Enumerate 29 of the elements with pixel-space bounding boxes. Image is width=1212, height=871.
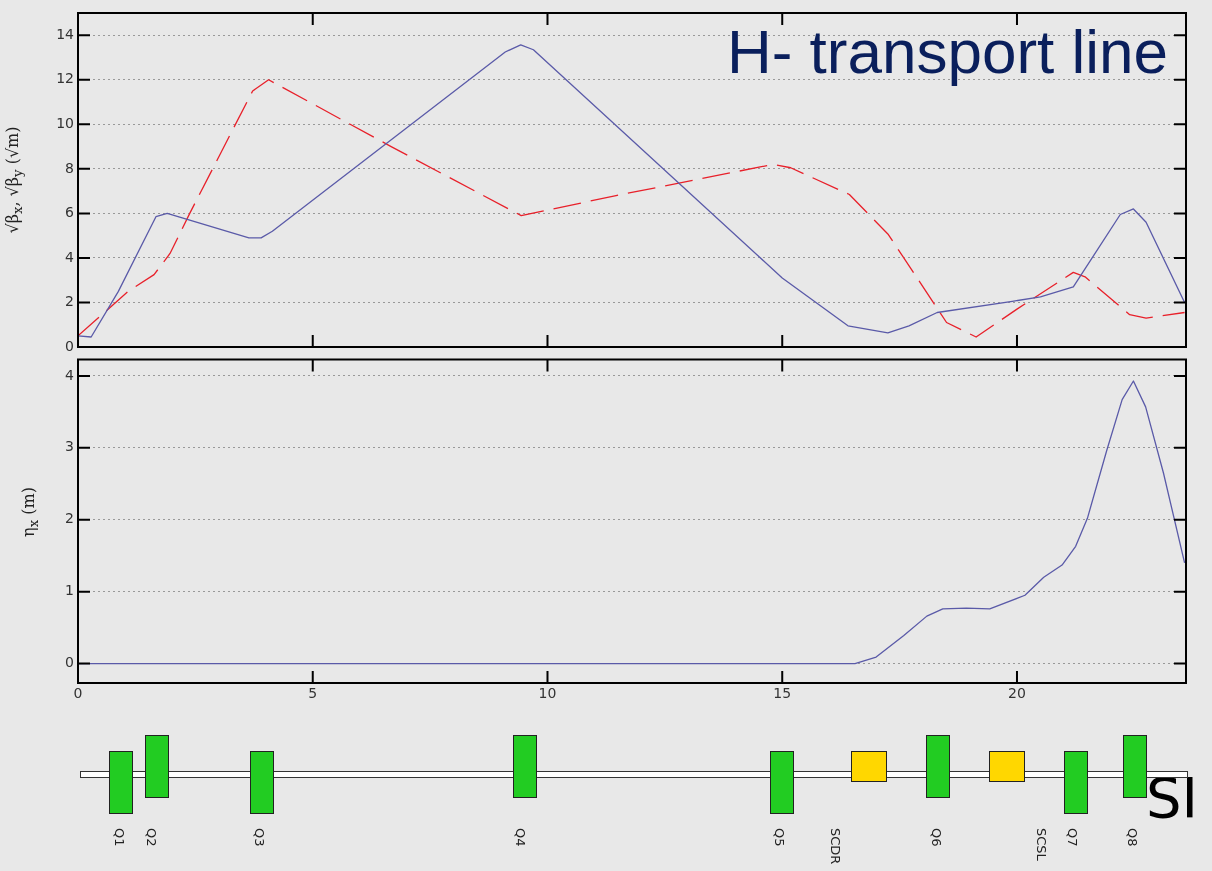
y-tick-label: 12 [56, 70, 74, 87]
y-tick-label: 2 [65, 510, 74, 527]
y-tick-label: 8 [65, 159, 74, 176]
x-tick-label: 10 [538, 685, 557, 702]
text: Q1 [112, 828, 127, 847]
text: Q7 [1065, 828, 1080, 847]
x-tick-label: 20 [1008, 685, 1026, 702]
text: Q4 [513, 828, 528, 847]
x-tick-label: 5 [308, 685, 318, 702]
text: Q3 [252, 828, 267, 847]
text: SCSL [1034, 828, 1049, 861]
y-tick-label: 0 [65, 337, 74, 354]
y-tick-label: 1 [65, 582, 74, 599]
text: Q5 [772, 828, 787, 847]
y-tick-label: 2 [65, 293, 74, 310]
y-tick-label: 0 [65, 654, 74, 671]
text: SCDR [828, 828, 843, 865]
text: SI [1146, 765, 1199, 830]
y-tick-label: 4 [65, 366, 75, 383]
text: Q2 [144, 828, 159, 847]
x-tick-label: 15 [773, 685, 792, 702]
y-tick-label: 10 [56, 114, 74, 131]
text: Q6 [929, 828, 944, 847]
text: Q8 [1125, 828, 1140, 847]
chart-title: H- transport line [726, 17, 1168, 87]
y-tick-label: 14 [56, 25, 75, 42]
y-tick-label: 4 [65, 248, 75, 265]
y-tick-label: 3 [65, 438, 74, 455]
y-tick-label: 6 [65, 204, 75, 221]
